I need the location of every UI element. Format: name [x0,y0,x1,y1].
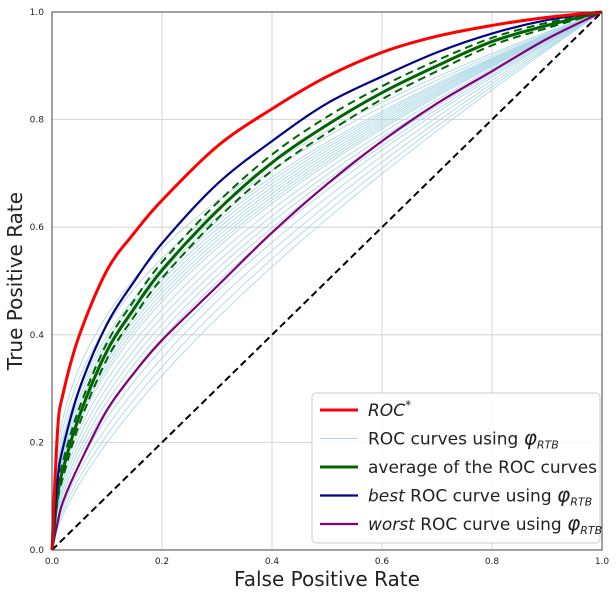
roc-star-curve [50,10,603,551]
y-tick-label: 0.8 [30,116,45,126]
legend-label-part: φ [557,483,570,507]
legend-label-part: ROC curve using [405,487,557,507]
legend-label-part: φ [524,426,537,450]
tick-labels: 0.0 0.2 0.4 0.6 0.8 1.0 0.0 0.2 0.4 0.6 0.8 1.0 [30,8,610,567]
legend-label-part: ROC [368,401,405,421]
rtb-roc-curve [51,11,603,551]
legend-label-average: average of the ROC curves [368,458,597,478]
legend-label-part: worst [368,515,416,535]
rtb-roc-curve [51,11,603,551]
y-tick-label: 1.0 [30,8,45,18]
legend-label-part: φ [567,511,580,535]
legend-label-part: best [368,487,406,507]
main-curves-group [50,10,603,551]
rtb-roc-curve [51,11,603,551]
legend-label-part: RTB [580,524,602,537]
x-tick-label: 0.6 [375,557,390,567]
rtb-roc-curve [51,11,603,551]
rtb-roc-curve [51,11,603,551]
legend-label-rtb-curves: ROC curves using φRTB [368,426,559,452]
y-tick-label: 0.0 [30,546,45,556]
average-lower-band [51,11,603,551]
x-tick-label: 0.8 [485,557,500,567]
legend-label-part: ROC curve using [415,515,567,535]
plot-frame [51,11,603,551]
x-tick-label: 0.4 [265,557,280,567]
x-tick-label: 0.2 [155,557,169,567]
y-tick-label: 0.6 [30,223,45,233]
worst-roc-curve [50,11,603,551]
y-tick-label: 0.2 [30,438,44,448]
legend-label-part: average of the ROC curves [368,458,597,478]
legend-label-roc-star: ROC* [368,398,411,421]
legend-label-part: RTB [537,439,559,452]
best-roc-curve [50,10,603,551]
rtb-roc-curve [51,11,603,551]
legend-label-part: RTB [570,496,592,509]
legend-box [311,392,601,544]
average-roc-curve [50,10,603,551]
y-axis-label: True Positive Rate [3,192,27,371]
rtb-roc-curve [51,11,603,551]
x-tick-label: 1.0 [595,557,610,567]
x-axis-label: False Positive Rate [234,567,420,591]
legend-label-worst: worst ROC curve using φRTB [368,511,602,537]
legend-label-best: best ROC curve using φRTB [368,483,592,509]
legend-label-part: ROC curves using [368,430,524,450]
y-tick-label: 0.4 [30,331,45,341]
rtb-roc-curve [51,11,603,551]
x-tick-label: 0.0 [45,557,60,567]
average-upper-band [51,11,603,551]
legend-label-part: * [405,398,411,412]
chance-diagonal-line [51,11,603,551]
